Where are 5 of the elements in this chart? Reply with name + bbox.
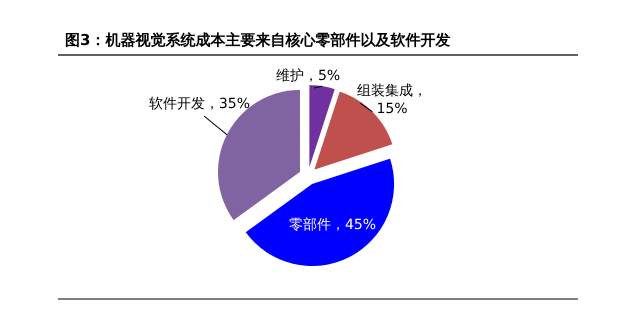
- slice-label: 组装集成， 15%: [357, 83, 427, 117]
- slice-label: 软件开发，35%: [148, 96, 250, 112]
- slice-label: 零部件，45%: [289, 217, 376, 234]
- chart-title: 图3：机器视觉系统成本主要来自核心零部件以及软件开发: [65, 31, 450, 49]
- slice-label: 维护，5%: [276, 68, 340, 84]
